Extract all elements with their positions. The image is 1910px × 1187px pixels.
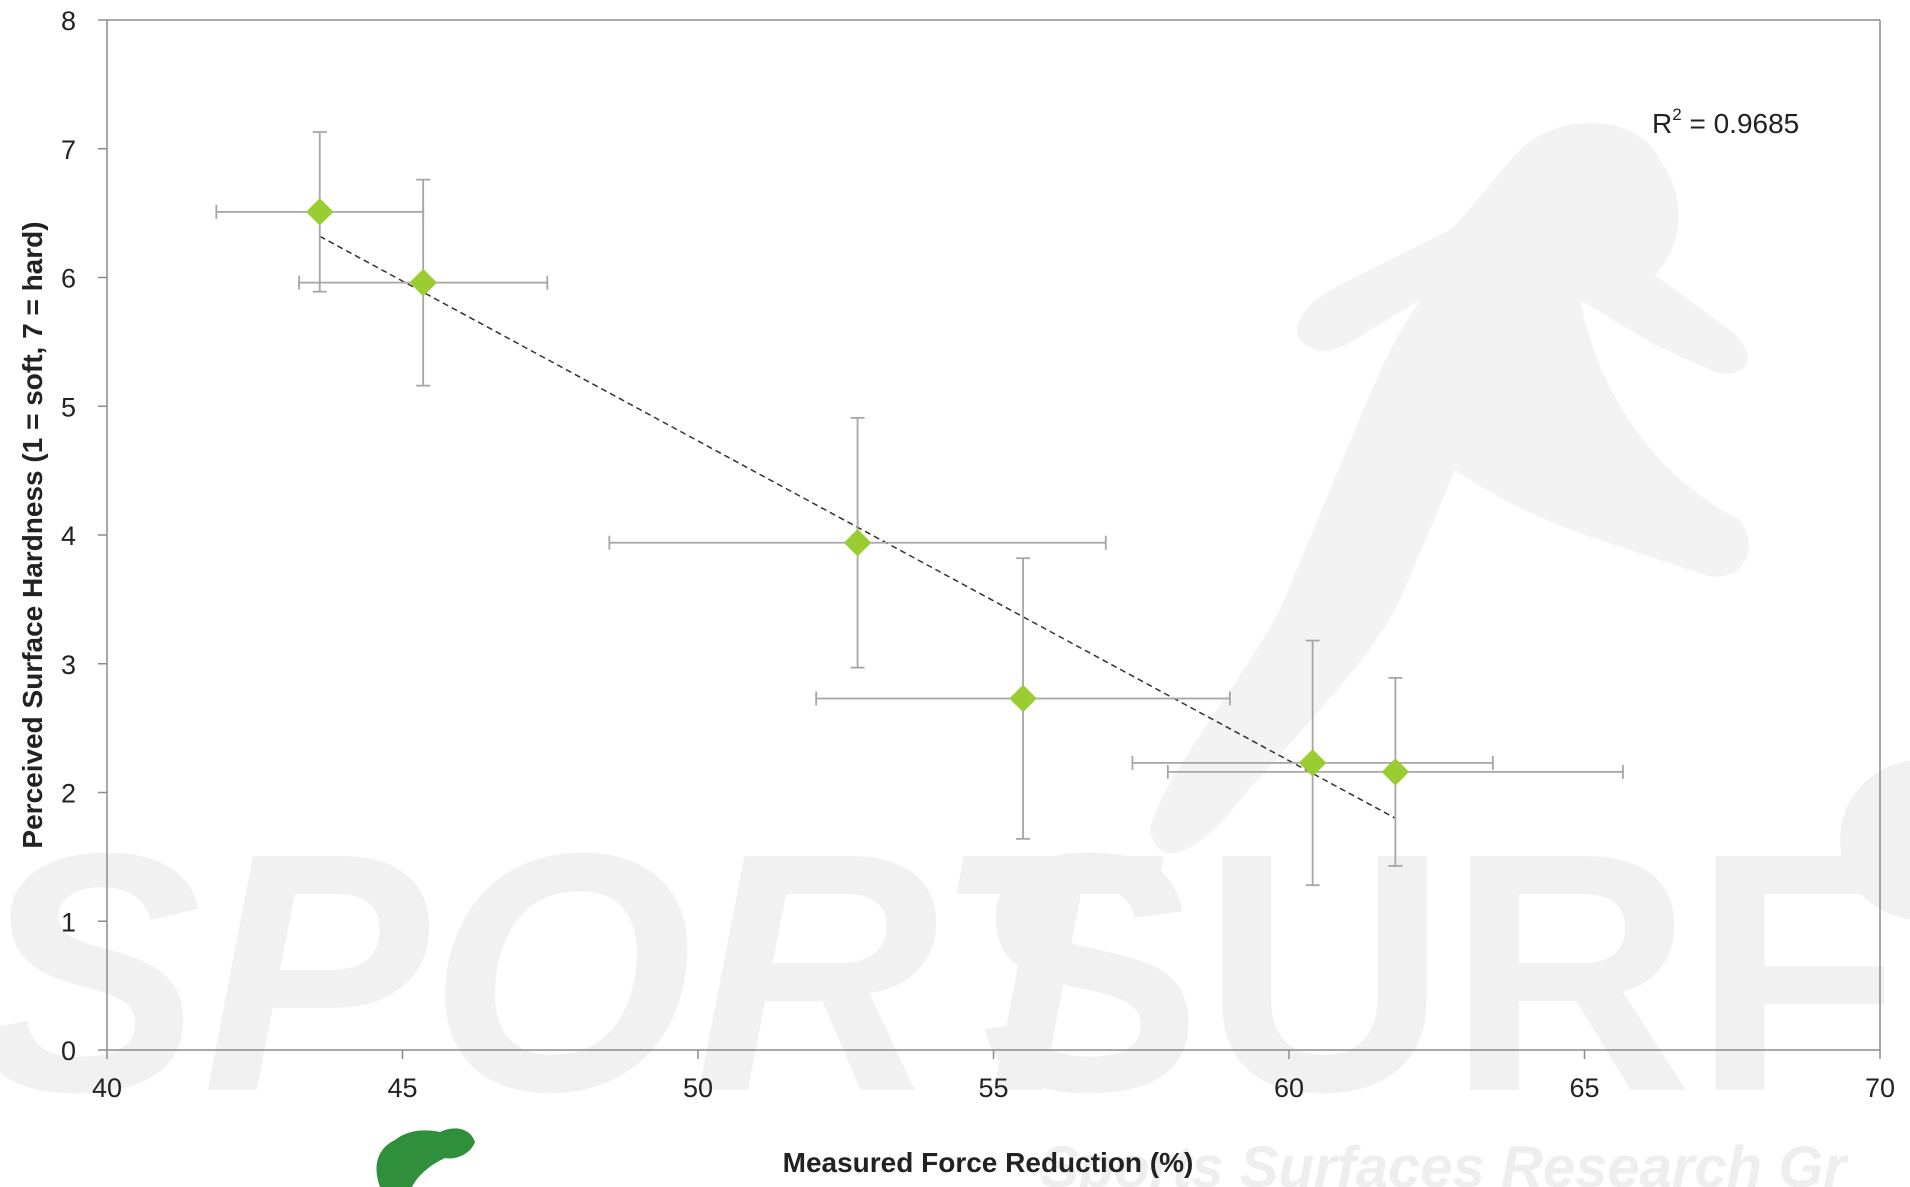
x-tick-label: 70 [1865,1073,1895,1103]
data-point [1009,684,1037,713]
data-points [306,198,1410,786]
data-point [306,198,334,226]
r-squared-annotation: R2 = 0.9685 [1652,105,1799,139]
data-point [843,529,872,557]
logo-runner-icon [376,1128,475,1187]
y-axis-ticks: 0 1 2 3 4 5 6 7 8 [61,6,107,1066]
y-tick-label: 3 [61,650,76,680]
x-axis-title: Measured Force Reduction (%) [783,1147,1194,1178]
x-tick-label: 60 [1274,1073,1304,1103]
y-tick-label: 2 [61,779,76,809]
x-tick-label: 55 [978,1073,1008,1103]
data-point [1298,749,1327,777]
x-tick-label: 45 [387,1073,417,1103]
x-tick-label: 65 [1569,1073,1599,1103]
watermark-word-sport: SPORT [0,783,1166,1163]
watermark-word-surf: SURF [975,783,1901,1163]
x-tick-label: 40 [92,1073,122,1103]
x-tick-label: 50 [683,1073,713,1103]
watermark-tagline: Sports Surfaces Research Gr [1040,1135,1849,1187]
y-axis-title: Perceived Surface Hardness (1 = soft, 7 … [17,221,48,848]
y-tick-label: 8 [61,6,76,36]
data-point [1381,758,1410,786]
watermark: SPORT SURF Sports Surfaces Research Gr [0,122,1910,1187]
y-tick-label: 7 [61,135,76,165]
y-tick-label: 6 [61,264,76,294]
y-tick-label: 1 [61,907,76,937]
y-tick-label: 5 [61,392,76,422]
y-tick-label: 0 [61,1036,76,1066]
watermark-ball-icon [1840,760,1910,920]
data-point [409,268,437,297]
x-axis-ticks: 40 45 50 55 60 65 70 [92,1050,1895,1103]
watermark-runner-icon [1150,122,1749,854]
y-tick-label: 4 [61,521,76,551]
